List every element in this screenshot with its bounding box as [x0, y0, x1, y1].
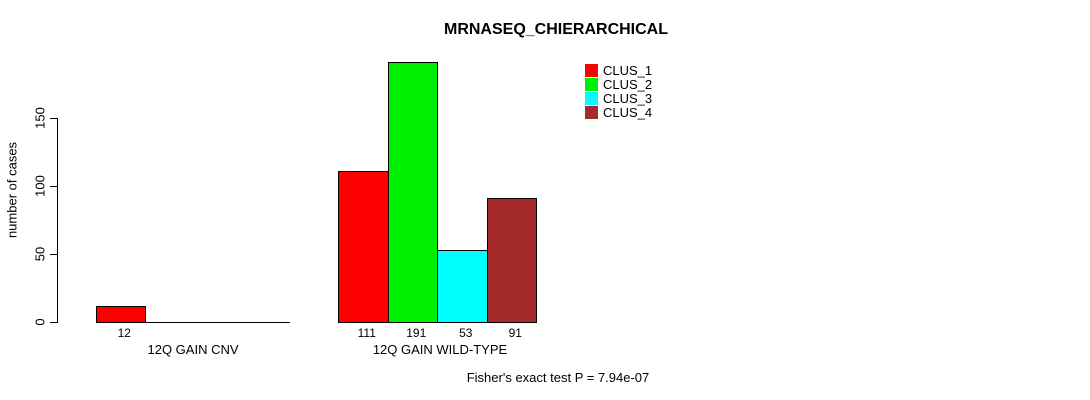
y-tick: [50, 118, 57, 119]
legend-swatch-clus_3: [585, 91, 598, 105]
y-tick: [50, 186, 57, 187]
y-tick-label: 150: [32, 107, 48, 129]
legend-label: CLUS_3: [603, 90, 653, 106]
legend-swatch-clus_2: [585, 77, 598, 91]
y-tick: [50, 322, 57, 323]
legend-item: CLUS_1: [585, 63, 652, 77]
bar-value-label: 91: [508, 326, 522, 340]
bar-clus_1: [96, 305, 146, 323]
legend-item: CLUS_4: [585, 105, 652, 119]
chart-title: MRNASEQ_CHIERARCHICAL: [443, 21, 669, 38]
y-tick-label: 50: [32, 246, 48, 262]
bar-clus_3: [437, 249, 488, 323]
y-axis-line: [57, 118, 58, 323]
bar-value-label: 191: [406, 326, 427, 340]
bar-value-label: 53: [459, 326, 473, 340]
y-tick-label: 100: [32, 175, 48, 197]
y-tick-label: 0: [32, 318, 48, 326]
bar-clus_2: [387, 62, 438, 323]
bar-value-label: 12: [117, 326, 131, 340]
legend: CLUS_1 CLUS_2 CLUS_3 CLUS_4: [585, 63, 652, 119]
group-label-12q-gain-wild-type: 12Q GAIN WILD-TYPE: [372, 342, 508, 357]
legend-item: CLUS_2: [585, 77, 652, 91]
legend-label: CLUS_1: [603, 62, 653, 78]
bar-value-label: 111: [357, 326, 376, 340]
group-label-12q-gain-cnv: 12Q GAIN CNV: [147, 342, 239, 357]
x-baseline: [96, 322, 290, 323]
legend-item: CLUS_3: [585, 91, 652, 105]
legend-label: CLUS_4: [603, 104, 653, 120]
y-tick: [50, 254, 57, 255]
legend-swatch-clus_4: [585, 105, 598, 119]
bar-clus_4: [486, 198, 537, 323]
legend-swatch-clus_1: [585, 63, 598, 77]
fisher-test-note: Fisher's exact test P = 7.94e-07: [466, 370, 650, 385]
bar-clus_1: [338, 171, 389, 323]
legend-label: CLUS_2: [603, 76, 653, 92]
